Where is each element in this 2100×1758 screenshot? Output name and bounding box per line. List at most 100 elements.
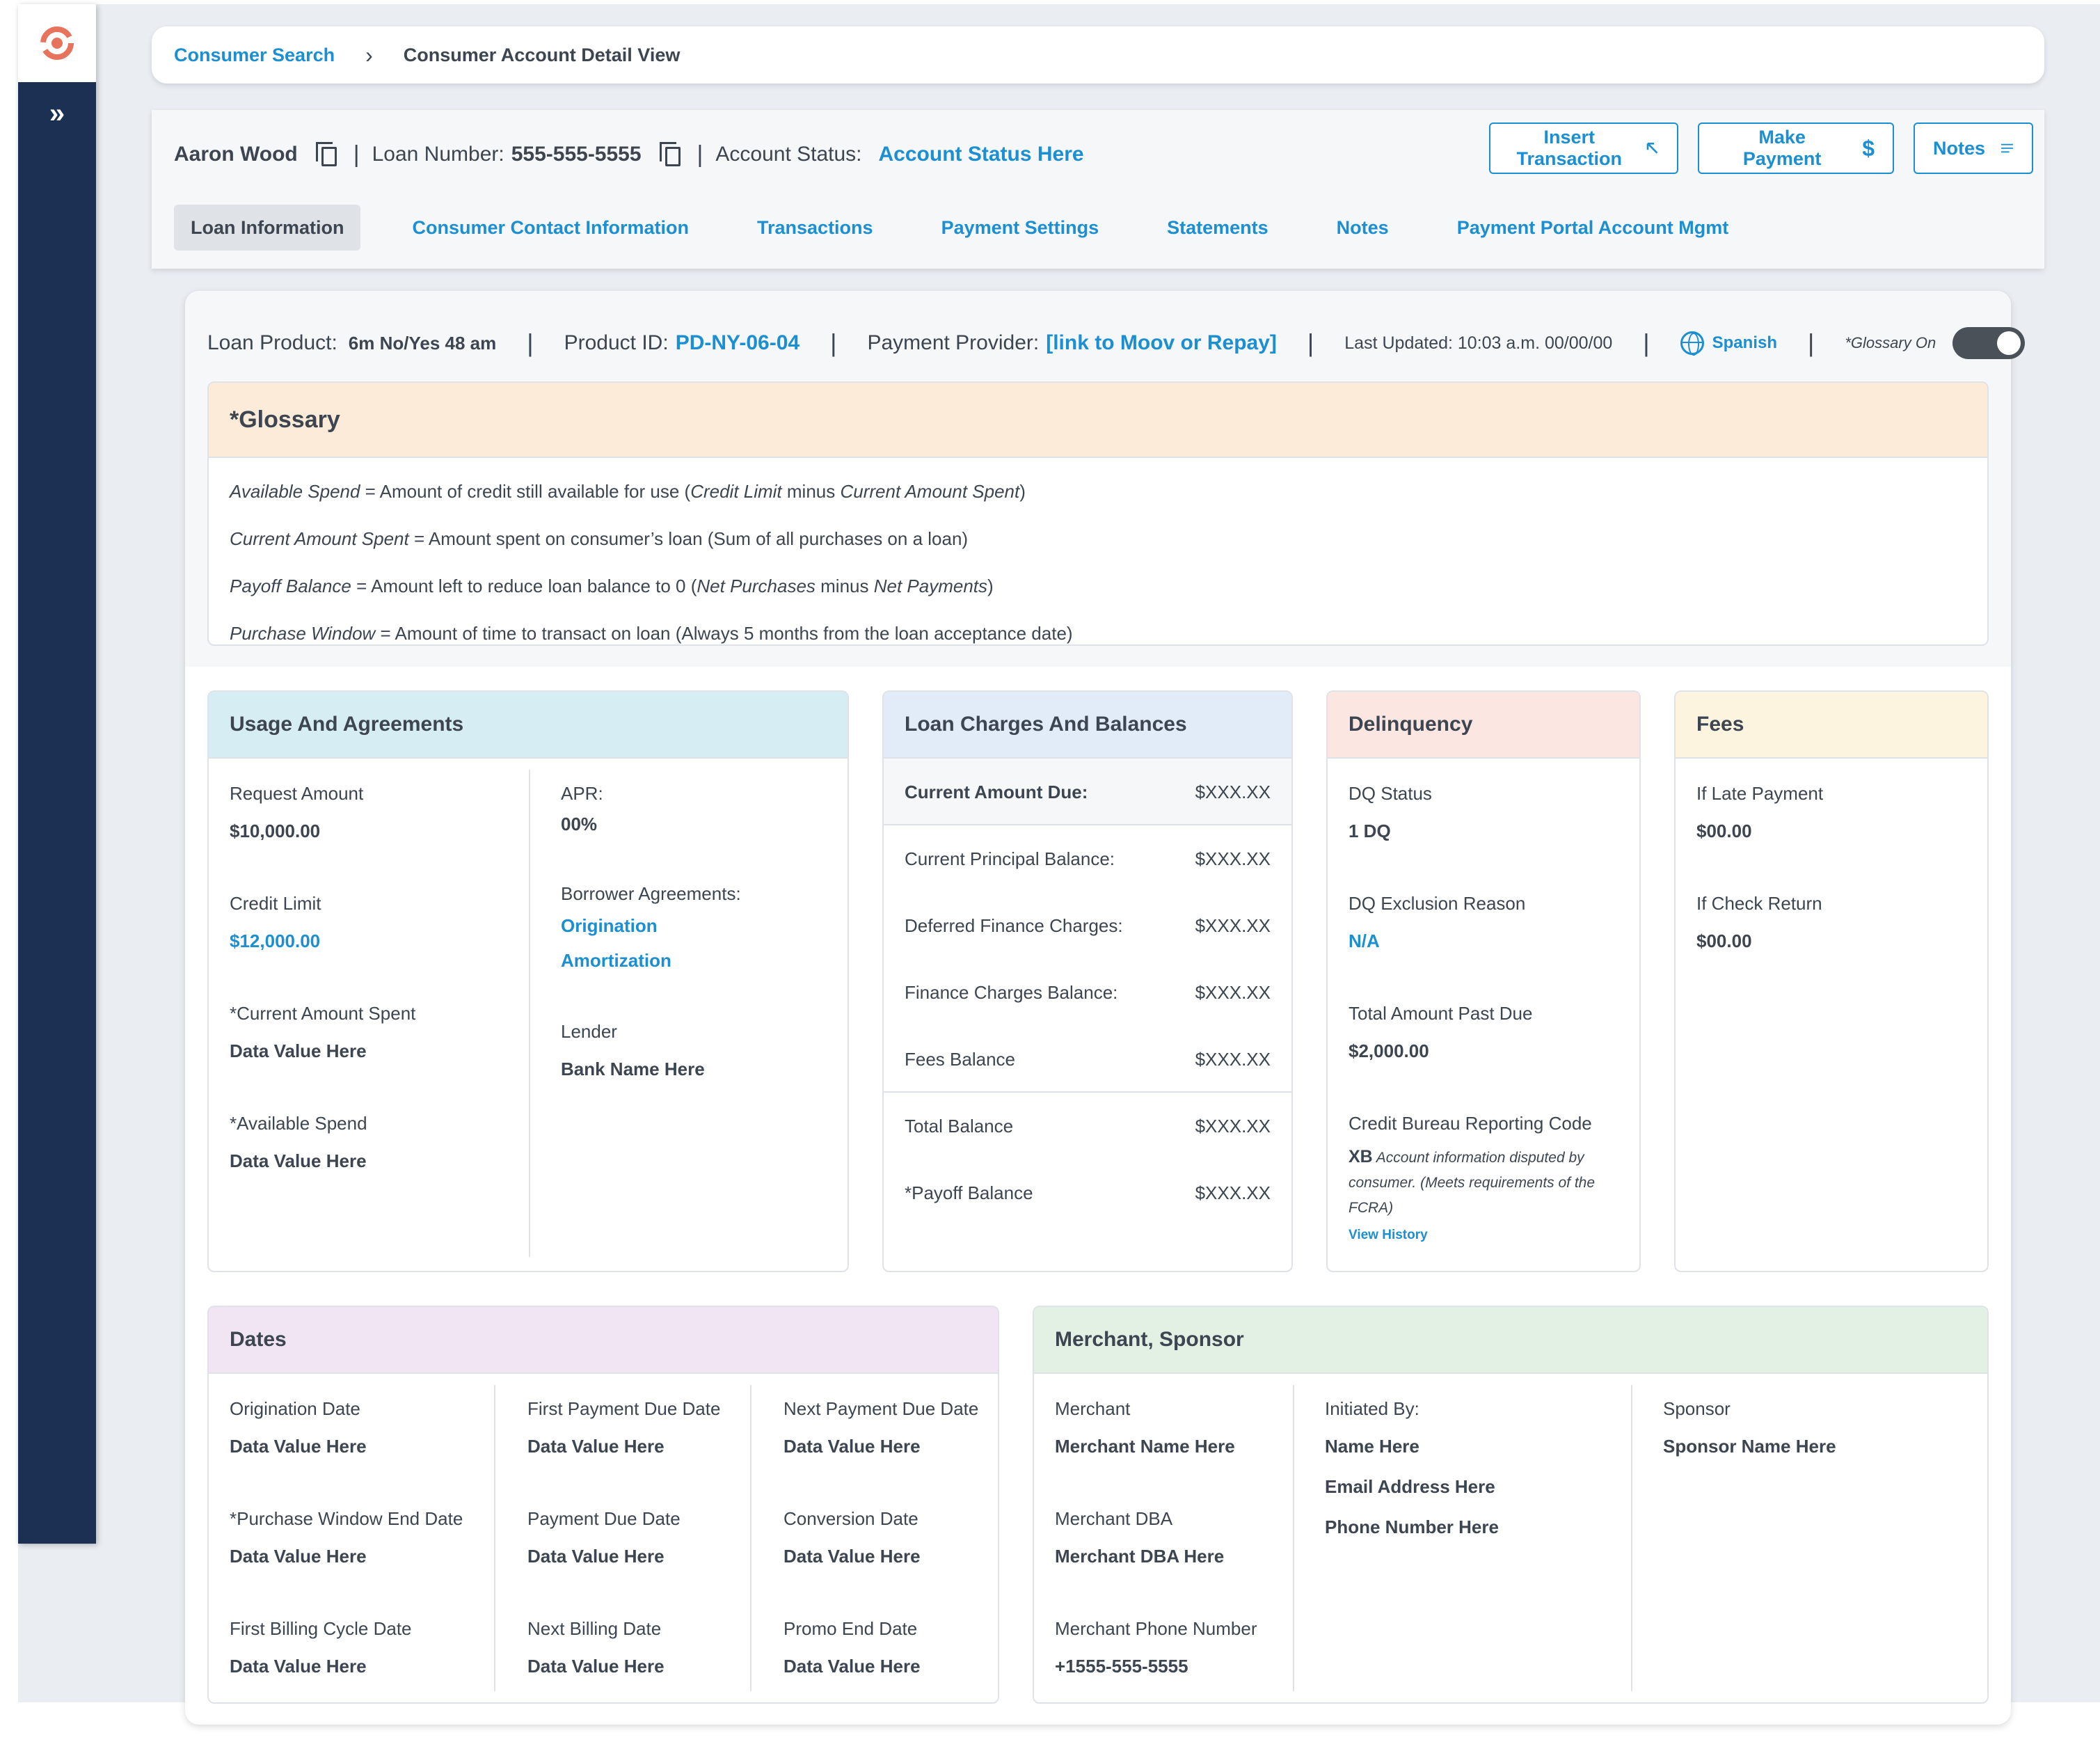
charge-row: *Payoff Balance $XXX.XX (905, 1182, 1271, 1203)
language-toggle[interactable]: Spanish (1680, 331, 1777, 356)
loan-meta-row: Loan Product: 6m No/Yes 48 am | Product … (207, 312, 2026, 374)
dates-title: Dates (209, 1307, 998, 1374)
charge-row: Fees Balance $XXX.XX (905, 1048, 1271, 1070)
column-divider (1293, 1385, 1294, 1691)
loan-charges-card: Loan Charges And Balances Current Amount… (882, 690, 1293, 1272)
arrow-up-left-icon (1646, 142, 1657, 154)
glossary-line: Purchase Window = Amount of time to tran… (230, 623, 1073, 644)
glossary-title: *Glossary (209, 383, 1987, 458)
usage-agreements-title: Usage And Agreements (209, 692, 848, 759)
breadcrumb-consumer-search[interactable]: Consumer Search (174, 44, 335, 65)
tab-notes[interactable]: Notes (1336, 216, 1389, 238)
charge-row: Deferred Finance Charges: $XXX.XX (905, 914, 1271, 936)
amortization-agreement-link[interactable]: Amortization (561, 950, 671, 971)
loan-number: 555-555-5555 (511, 143, 642, 166)
divider: | (527, 328, 534, 357)
brand-logo[interactable] (18, 4, 96, 82)
glossary-line: Payoff Balance = Amount left to reduce l… (230, 576, 994, 596)
loan-charges-title: Loan Charges And Balances (884, 692, 1291, 759)
credit-limit-link[interactable]: $12,000.00 (230, 931, 321, 951)
divider: | (1307, 328, 1314, 357)
late-payment-fee-field: If Late Payment $00.00 (1696, 783, 1824, 841)
make-payment-button[interactable]: Make Payment $ (1698, 122, 1894, 174)
merchant-field: Merchant Merchant Name Here (1055, 1398, 1235, 1457)
insert-transaction-button[interactable]: Insert Transaction (1489, 122, 1678, 174)
divider: | (697, 141, 703, 168)
logo-icon (40, 26, 74, 60)
row-divider (884, 1091, 1291, 1093)
row-divider (884, 824, 1291, 825)
merchant-sponsor-title: Merchant, Sponsor (1034, 1307, 1987, 1374)
loan-product-label: Loan Product: (207, 331, 337, 354)
merchant-phone-field: Merchant Phone Number +1555-555-5555 (1055, 1618, 1257, 1677)
consumer-name: Aaron Wood (174, 143, 298, 166)
tab-statements[interactable]: Statements (1167, 216, 1268, 238)
tab-payment-portal-account-mgmt[interactable]: Payment Portal Account Mgmt (1456, 216, 1729, 238)
dq-exclusion-field: DQ Exclusion Reason N/A (1349, 889, 1525, 955)
expand-sidebar-button[interactable]: » (18, 82, 96, 145)
dq-exclusion-link[interactable]: N/A (1349, 931, 1380, 951)
product-id-link[interactable]: PD-NY-06-04 (675, 331, 800, 354)
bureau-reporting-field: Credit Bureau Reporting Code XB Account … (1349, 1109, 1627, 1243)
column-divider (1631, 1385, 1632, 1691)
account-status-link[interactable]: Account Status Here (878, 143, 1084, 166)
loan-number-label: Loan Number: (372, 143, 504, 166)
apr-field: APR: 00% (561, 783, 603, 834)
copy-name-icon[interactable] (313, 141, 341, 168)
glossary-panel: *Glossary Available Spend = Amount of cr… (207, 381, 1989, 646)
notes-label: Notes (1933, 137, 1986, 159)
chevron-right-icon: › (365, 42, 373, 68)
toggle-knob (1997, 331, 2021, 355)
lender-field: Lender Bank Name Here (561, 1021, 705, 1079)
column-divider (529, 770, 530, 1257)
tab-loan-information[interactable]: Loan Information (174, 205, 361, 251)
loan-information-panel: Loan Product: 6m No/Yes 48 am | Product … (185, 291, 2026, 1725)
notes-button[interactable]: Notes (1914, 122, 2033, 174)
sponsor-field: Sponsor Sponsor Name Here (1663, 1398, 1836, 1457)
date-field: Promo End Date Data Value Here (783, 1618, 921, 1677)
meta-bar: Loan Product: 6m No/Yes 48 am | Product … (185, 291, 2026, 667)
glossary-body: Available Spend = Amount of credit still… (209, 458, 1987, 644)
account-header: Aaron Wood | Loan Number: 555-555-5555 |… (152, 110, 2044, 269)
copy-loan-number-icon[interactable] (657, 141, 685, 168)
glossary-toggle-switch[interactable] (1952, 327, 2026, 359)
divider: | (1643, 328, 1650, 357)
date-field: Next Payment Due Date Data Value Here (783, 1398, 979, 1457)
payment-provider-link[interactable]: [link to Moov or Repay] (1046, 331, 1277, 354)
credit-limit-field: Credit Limit $12,000.00 (230, 889, 321, 955)
date-field: Conversion Date Data Value Here (783, 1508, 921, 1567)
fees-card: Fees If Late Payment $00.00 If Check Retu… (1674, 690, 1989, 1272)
glossary-toggle-label: *Glossary On (1845, 334, 1936, 351)
double-chevron-right-icon: » (49, 97, 65, 129)
date-field: First Billing Cycle Date Data Value Here (230, 1618, 412, 1677)
tab-consumer-contact-information[interactable]: Consumer Contact Information (412, 216, 689, 238)
glossary-line: Current Amount Spent = Amount spent on c… (230, 528, 969, 549)
borrower-agreements-field: Borrower Agreements: Origination Amortiz… (561, 880, 741, 974)
breadcrumb-current: Consumer Account Detail View (403, 44, 681, 65)
date-field: First Payment Due Date Data Value Here (527, 1398, 721, 1457)
divider: | (830, 328, 837, 357)
account-status-label: Account Status: (715, 143, 862, 166)
view-history-link[interactable]: View History (1349, 1228, 1428, 1242)
date-field: Payment Due Date Data Value Here (527, 1508, 681, 1567)
date-field: Next Billing Date Data Value Here (527, 1618, 665, 1677)
divider: | (353, 141, 360, 168)
request-amount-field: Request Amount $10,000.00 (230, 783, 364, 841)
make-payment-label: Make Payment (1742, 127, 1822, 169)
tab-payment-settings[interactable]: Payment Settings (941, 216, 1099, 238)
account-info-row: Aaron Wood | Loan Number: 555-555-5555 |… (174, 132, 1084, 177)
merchant-dba-field: Merchant DBA Merchant DBA Here (1055, 1508, 1225, 1567)
globe-icon (1680, 331, 1704, 356)
language-label: Spanish (1712, 333, 1777, 352)
available-spend-field: *Available Spend Data Value Here (230, 1113, 367, 1171)
delinquency-card: Delinquency DQ Status 1 DQ DQ Exclusion R… (1326, 690, 1641, 1272)
breadcrumb: Consumer Search › Consumer Account Detai… (152, 26, 2044, 84)
origination-agreement-link[interactable]: Origination (561, 915, 658, 936)
menu-lines-icon (2001, 143, 2013, 153)
glossary-line: Available Spend = Amount of credit still… (230, 481, 1026, 502)
dq-status-field: DQ Status 1 DQ (1349, 783, 1432, 841)
tab-transactions[interactable]: Transactions (757, 216, 873, 238)
header-actions: Insert Transaction Make Payment $ Notes (1489, 122, 2033, 174)
initiated-by-field: Initiated By: Name Here Email Address He… (1325, 1398, 1499, 1537)
insert-transaction-label: Insert Transaction (1516, 127, 1623, 169)
